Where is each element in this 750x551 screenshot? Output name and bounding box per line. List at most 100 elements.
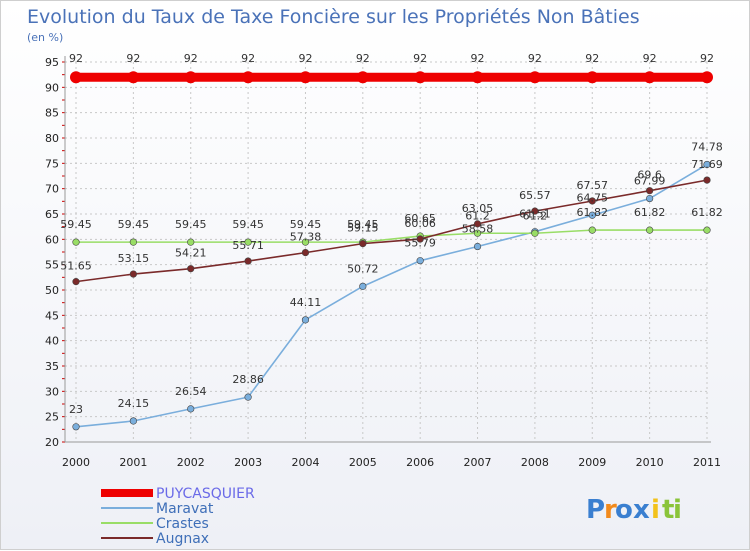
series-layer <box>70 71 713 431</box>
data-label-crastes-2004: 59.45 <box>290 218 322 231</box>
chart-ylabel: (en %) <box>27 31 63 44</box>
point-maravat-2001 <box>129 417 137 425</box>
data-label-crastes-2001: 59.45 <box>118 218 150 231</box>
data-label-augnax-2004: 57.38 <box>290 231 322 244</box>
data-label-crastes-2011: 61.82 <box>691 206 723 219</box>
logo-letter: P <box>586 495 605 525</box>
data-label-augnax-2005: 59.15 <box>347 222 379 235</box>
point-puycasquier-2003 <box>242 71 255 84</box>
series-line-augnax <box>75 179 708 283</box>
data-label-puycasquier-2009: 92 <box>585 52 599 65</box>
y-tick-label-45: 45 <box>45 309 59 322</box>
x-tick-label-2004: 2004 <box>291 456 319 469</box>
x-tick-label-2003: 2003 <box>234 456 262 469</box>
data-label-maravat-2003: 28.86 <box>232 373 264 386</box>
y-tick-label-60: 60 <box>45 233 59 246</box>
point-crastes-2011 <box>703 226 711 234</box>
point-maravat-2011 <box>703 160 711 169</box>
data-label-crastes-2003: 59.45 <box>232 218 264 231</box>
y-tick-label-30: 30 <box>45 385 59 398</box>
point-maravat-2009 <box>588 211 596 219</box>
y-tick-label-85: 85 <box>45 107 59 120</box>
point-crastes-2002 <box>187 238 195 246</box>
point-crastes-2009 <box>588 226 596 234</box>
x-tick-label-2010: 2010 <box>636 456 664 469</box>
point-crastes-2008 <box>531 229 539 237</box>
data-label-augnax-2009: 67.57 <box>577 179 609 192</box>
data-label-crastes-2002: 59.45 <box>175 218 207 231</box>
point-puycasquier-2002 <box>184 71 197 84</box>
point-maravat-2000 <box>72 423 80 431</box>
data-label-maravat-2010: 67.99 <box>634 175 666 188</box>
point-maravat-2005 <box>359 282 367 290</box>
data-label-augnax-2008: 65.57 <box>519 189 551 202</box>
point-puycasquier-2007 <box>471 71 484 84</box>
x-tick-label-2011: 2011 <box>693 456 721 469</box>
logo-letter: i <box>673 495 682 525</box>
logo-letter: t <box>662 495 674 525</box>
legend-label-puycasquier: PUYCASQUIER <box>156 486 255 502</box>
data-label-puycasquier-2006: 92 <box>413 52 427 65</box>
y-tick-label-40: 40 <box>45 335 59 348</box>
axis-layer: 20 25 30 35 40 45 50 55 60 65 70 75 80 85 90 95 2000 2001… <box>45 56 721 469</box>
data-label-puycasquier-2001: 92 <box>126 52 140 65</box>
proxiti-logo: Pro x i ti <box>586 495 682 525</box>
data-label-maravat-2007: 58.58 <box>462 223 494 236</box>
legend-label-augnax: Augnax <box>156 531 209 547</box>
y-tick-label-70: 70 <box>45 183 59 196</box>
y-tick-label-50: 50 <box>45 284 59 297</box>
point-crastes-2004 <box>301 238 310 246</box>
point-augnax-2008 <box>531 207 539 215</box>
data-label-maravat-2004: 44.11 <box>290 296 322 309</box>
point-maravat-2010 <box>646 194 654 203</box>
data-label-puycasquier-2004: 92 <box>298 52 312 65</box>
point-augnax-2011 <box>703 176 711 184</box>
point-maravat-2004 <box>301 316 310 324</box>
data-label-augnax-2007: 63.05 <box>462 202 494 215</box>
data-label-maravat-2000: 23 <box>69 403 83 416</box>
data-label-puycasquier-2002: 92 <box>184 52 198 65</box>
y-tick-label-65: 65 <box>45 208 59 221</box>
point-crastes-2010 <box>646 226 654 234</box>
x-tick-label-2001: 2001 <box>119 456 147 469</box>
logo-letter: i <box>651 495 660 525</box>
data-label-augnax-2010: 69.6 <box>637 169 662 182</box>
logo-letter: o <box>615 495 633 525</box>
point-augnax-2010 <box>646 187 654 195</box>
data-label-maravat-2006: 55.79 <box>404 237 436 250</box>
data-label-augnax-2001: 53.15 <box>118 252 150 265</box>
data-label-maravat-2005: 50.72 <box>347 262 379 275</box>
point-puycasquier-2004 <box>299 71 312 84</box>
point-augnax-2004 <box>301 249 310 257</box>
legend-label-crastes: Crastes <box>156 516 209 532</box>
legend-label-maravat: Maravat <box>156 501 214 517</box>
data-label-puycasquier-2011: 92 <box>700 52 714 65</box>
x-tick-label-2002: 2002 <box>177 456 205 469</box>
y-tick-label-75: 75 <box>45 157 59 170</box>
point-augnax-2003 <box>244 257 252 265</box>
y-tick-label-95: 95 <box>45 56 59 69</box>
y-tick-label-90: 90 <box>45 81 59 94</box>
point-augnax-2002 <box>187 265 195 273</box>
point-augnax-2006 <box>416 235 424 243</box>
data-label-layer: 92 92 92 92 92 92 92 92 92 92 92 92 23 24.15 26.54 28.8… <box>60 52 723 416</box>
data-label-puycasquier-2000: 92 <box>69 52 83 65</box>
point-puycasquier-2008 <box>528 71 541 84</box>
data-label-augnax-2006: 60.06 <box>404 217 436 230</box>
data-label-puycasquier-2007: 92 <box>471 52 485 65</box>
data-label-augnax-2002: 54.21 <box>175 247 207 260</box>
x-tick-label-2009: 2009 <box>578 456 606 469</box>
data-label-crastes-2010: 61.82 <box>634 206 666 219</box>
logo-letter: r <box>604 495 617 525</box>
x-tick-label-2006: 2006 <box>406 456 434 469</box>
data-label-augnax-2000: 51.65 <box>60 260 92 273</box>
point-maravat-2006 <box>416 257 424 265</box>
point-puycasquier-2005 <box>356 71 369 84</box>
y-tick-label-80: 80 <box>45 132 59 145</box>
data-label-crastes-2000: 59.45 <box>60 218 92 231</box>
grid-layer <box>65 61 708 443</box>
y-tick-label-55: 55 <box>45 259 59 272</box>
point-puycasquier-2011 <box>701 71 713 84</box>
